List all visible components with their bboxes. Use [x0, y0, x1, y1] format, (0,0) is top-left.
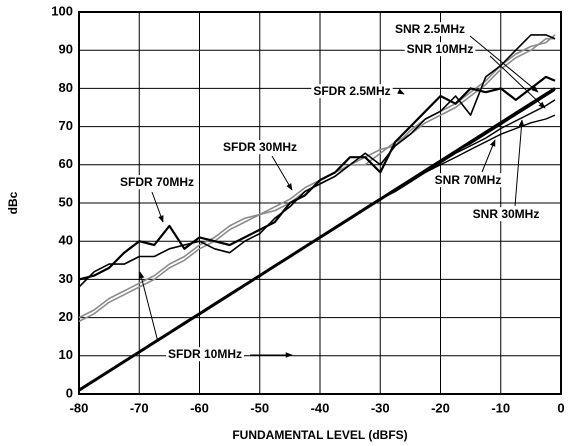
leader-arrow [138, 271, 159, 343]
y-tick-label: 70 [59, 118, 73, 133]
x-tick-label: -80 [70, 400, 89, 415]
y-tick-label: 40 [59, 233, 73, 248]
y-tick-label: 60 [59, 156, 73, 171]
y-tick-label: 30 [59, 271, 73, 286]
y-axis-label: dBc [6, 191, 20, 214]
label-bg [392, 22, 468, 37]
x-tick-label: -30 [371, 400, 390, 415]
leader-arrow [271, 155, 293, 191]
y-tick-label: 100 [51, 3, 73, 18]
series-label: SFDR 2.5MHz [313, 84, 390, 98]
leader-arrow [481, 139, 496, 173]
label-bg [404, 42, 476, 57]
x-tick-label: -50 [250, 400, 269, 415]
series-label: SNR 2.5MHz [395, 22, 465, 36]
y-tick-label: 80 [59, 80, 73, 95]
x-tick-label: -70 [130, 400, 149, 415]
label-bg [220, 140, 300, 155]
y-tick-label: 0 [66, 385, 73, 400]
series-line [78, 34, 556, 288]
x-tick-label: -20 [431, 400, 450, 415]
leader-arrow [489, 55, 546, 109]
x-tick-label: -60 [190, 400, 209, 415]
y-tick-label: 20 [59, 309, 73, 324]
label-bg [117, 175, 197, 190]
x-tick-label: -10 [491, 400, 510, 415]
label-bg [311, 84, 393, 99]
leader-arrow [151, 191, 164, 223]
x-tick-label: 0 [557, 400, 564, 415]
series-label: SFDR 70MHz [120, 175, 194, 189]
leader-arrow [397, 88, 405, 95]
series-label: SFDR 30MHz [223, 140, 297, 154]
y-tick-label: 50 [59, 194, 73, 209]
label-bg [432, 173, 504, 188]
label-bg [470, 207, 542, 222]
series-line [78, 114, 556, 391]
series-label: SNR 70MHz [435, 173, 502, 187]
leader-arrow [514, 119, 525, 207]
x-tick-label: -40 [311, 400, 330, 415]
series-label: SFDR 10MHz [168, 347, 242, 361]
series-label: SNR 30MHz [473, 207, 540, 221]
x-axis-label: FUNDAMENTAL LEVEL (dBFS) [232, 428, 407, 442]
label-bg [165, 347, 245, 362]
series-label: SNR 10MHz [407, 42, 474, 56]
y-tick-label: 10 [59, 347, 73, 362]
plot-frame [78, 11, 562, 395]
y-tick-label: 90 [59, 42, 73, 57]
leader-arrow [469, 35, 539, 93]
